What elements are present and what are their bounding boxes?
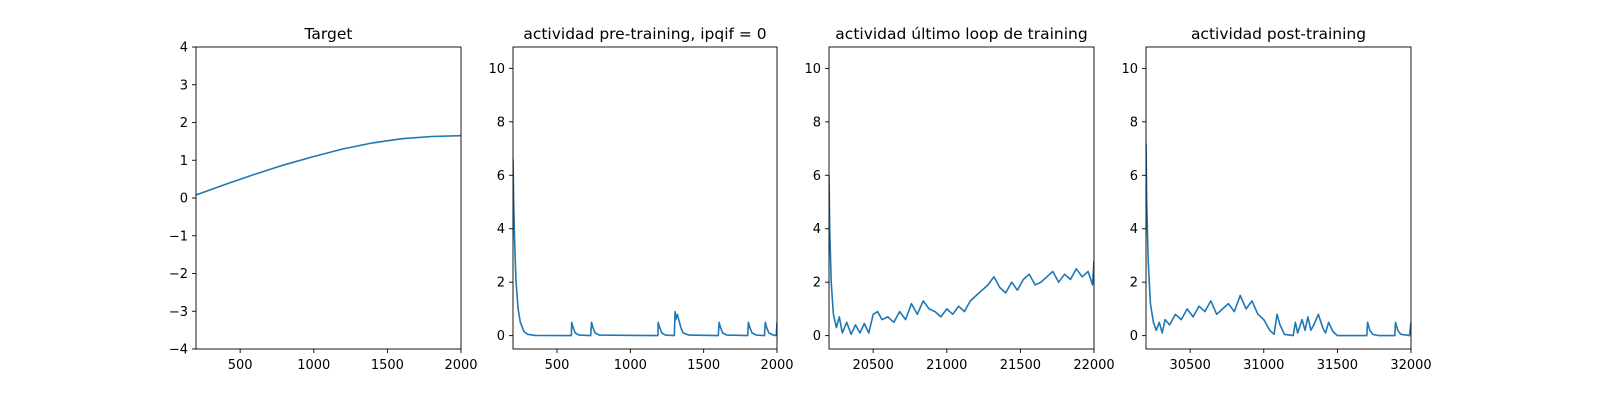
x-tick-label: 500	[545, 358, 570, 373]
x-tick-label: 30500	[1169, 358, 1210, 373]
axes-frame	[828, 46, 1095, 350]
x-tick-label: 500	[228, 358, 253, 373]
axes-frame	[512, 46, 778, 350]
x-tick-label: 2000	[760, 358, 793, 373]
y-tick-label: 4	[497, 222, 505, 237]
x-tick-label: 31000	[1243, 358, 1284, 373]
y-tick-label: 6	[497, 169, 505, 184]
x-tick-label: 21000	[926, 358, 967, 373]
chart-title: actividad post-training	[1191, 25, 1366, 43]
y-tick-label: 2	[180, 116, 188, 131]
x-tick-label: 1000	[614, 358, 647, 373]
chart-panel-1: Target 500 1000 1500 2000 −4 −3 −2 −1 0 1 2 3 4	[169, 25, 478, 373]
x-tick-label: 1500	[687, 358, 720, 373]
x-tick-label: 21500	[1000, 358, 1041, 373]
chart-title: Target	[304, 25, 353, 43]
y-tick-label: 0	[180, 192, 188, 207]
y-tick-label: −4	[169, 343, 188, 358]
y-tick-label: 0	[1130, 329, 1138, 344]
y-tick-label: 2	[813, 276, 821, 291]
x-tick-label: 2000	[444, 358, 477, 373]
x-tick-label: 20500	[852, 358, 893, 373]
y-tick-label: 6	[1130, 169, 1138, 184]
y-tick-label: −2	[169, 267, 188, 282]
y-tick-label: 4	[1130, 222, 1138, 237]
x-tick-label: 22000	[1073, 358, 1114, 373]
x-tick-label: 1000	[297, 358, 330, 373]
y-tick-label: 0	[497, 329, 505, 344]
y-tick-label: 8	[813, 115, 821, 130]
y-tick-label: 1	[180, 154, 188, 169]
series-line	[1146, 143, 1411, 337]
x-tick-label: 31500	[1317, 358, 1358, 373]
chart-title: actividad pre-training, ipqif = 0	[523, 25, 766, 43]
axes-frame	[1145, 46, 1412, 350]
y-tick-label: 2	[1130, 276, 1138, 291]
series-line	[829, 175, 1094, 336]
y-tick-label: 8	[497, 115, 505, 130]
chart-panel-4: actividad post-training 30500 31000 31500 32…	[1121, 25, 1431, 373]
y-tick-label: 6	[813, 169, 821, 184]
y-tick-label: 4	[813, 222, 821, 237]
y-tick-label: −1	[169, 229, 188, 244]
series-line	[196, 134, 461, 196]
y-tick-label: 4	[180, 41, 188, 56]
y-tick-label: 10	[488, 62, 505, 77]
y-tick-label: 2	[497, 276, 505, 291]
y-tick-label: 10	[1121, 62, 1138, 77]
x-tick-label: 1500	[371, 358, 404, 373]
chart-title: actividad último loop de training	[835, 25, 1087, 43]
y-tick-label: 10	[804, 62, 821, 77]
x-tick-label: 32000	[1390, 358, 1431, 373]
y-tick-label: 3	[180, 78, 188, 93]
y-tick-label: 8	[1130, 115, 1138, 130]
chart-panel-2: actividad pre-training, ipqif = 0 500 1000…	[488, 25, 793, 373]
series-line	[513, 159, 777, 337]
y-tick-label: 0	[813, 329, 821, 344]
y-tick-label: −3	[169, 305, 188, 320]
axes-frame	[195, 46, 462, 350]
